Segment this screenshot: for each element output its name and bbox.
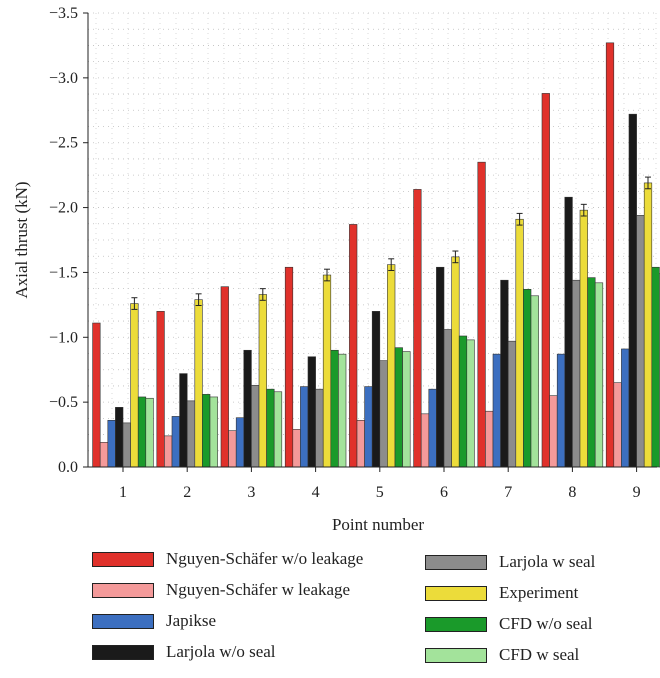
bar: [284, 266, 294, 468]
bar: [266, 388, 275, 468]
bar: [587, 277, 596, 468]
bar: [273, 391, 283, 468]
ticks: 0.0 −0.5 −1.0 −1.5 −2.0 −2.5 −3.0 −3.5 1 2 3 4 5 6 7 8 9: [49, 5, 641, 501]
bar: [307, 356, 316, 468]
bar: [220, 286, 229, 468]
bar: [466, 339, 475, 468]
bar: [186, 400, 196, 468]
bar: [451, 256, 460, 468]
bars: [92, 42, 660, 468]
y-tick-label: −2.5: [49, 135, 78, 152]
bar: [243, 349, 252, 468]
bar: [164, 435, 173, 468]
bar: [413, 189, 422, 468]
bar: [605, 42, 615, 468]
grid: [88, 12, 657, 467]
bar: [115, 407, 124, 468]
bar: [651, 266, 660, 468]
x-tick-label: 9: [633, 484, 641, 501]
bar: [92, 322, 101, 468]
x-tick-label: 7: [504, 484, 512, 501]
bar: [371, 311, 381, 468]
bar: [379, 360, 388, 468]
y-tick-label: −1.0: [49, 329, 78, 346]
bar: [628, 113, 637, 468]
bar: [492, 353, 501, 468]
bar: [387, 264, 396, 468]
bar: [156, 311, 165, 468]
bar: [137, 396, 147, 468]
bar: [209, 396, 218, 468]
bar: [99, 442, 109, 468]
bar: [549, 395, 558, 468]
bar: [523, 288, 532, 468]
bar: [394, 347, 403, 468]
bar: [507, 340, 517, 468]
bar: [428, 388, 437, 468]
bar: [145, 397, 154, 468]
y-tick-label: −3.0: [49, 70, 78, 87]
bar: [485, 410, 494, 468]
bar: [235, 417, 245, 468]
x-tick-label: 3: [247, 484, 255, 501]
bar: [594, 282, 604, 468]
bar: [564, 196, 573, 468]
bar: [130, 303, 139, 468]
y-tick-label: 0.0: [58, 459, 78, 476]
bar: [179, 373, 188, 468]
x-tick-label: 2: [183, 484, 191, 501]
bar: [292, 429, 301, 468]
bar: [338, 353, 347, 468]
bar: [458, 335, 468, 468]
bar: [541, 93, 550, 468]
x-tick-label: 5: [376, 484, 384, 501]
bar: [171, 416, 180, 468]
bar: [330, 349, 339, 468]
bar: [572, 279, 581, 468]
x-tick-label: 6: [440, 484, 448, 501]
bar: [579, 209, 588, 468]
bar: [228, 430, 237, 468]
bar: [477, 161, 486, 468]
y-tick-label: −0.5: [49, 394, 78, 411]
y-tick-label: −1.5: [49, 264, 78, 281]
bar: [300, 386, 309, 468]
bar: [621, 348, 630, 468]
bar: [443, 329, 452, 468]
bar: [500, 279, 509, 468]
bar: [258, 294, 267, 468]
axes: [87, 13, 657, 468]
bar: [251, 384, 260, 468]
x-axis-title: Point number: [332, 515, 424, 534]
bar: [643, 182, 653, 468]
bar: [107, 420, 116, 468]
x-tick-label: 8: [568, 484, 576, 501]
y-tick-label: −2.0: [49, 200, 78, 217]
x-tick-label: 1: [119, 484, 127, 501]
bar: [556, 353, 566, 468]
bar: [122, 422, 131, 468]
bar: [322, 274, 332, 468]
y-axis-title: Axial thrust (kN): [12, 181, 31, 298]
bar: [315, 388, 324, 468]
y-tick-label: −3.5: [49, 5, 78, 22]
bar: [194, 299, 203, 468]
bar: [402, 351, 411, 468]
bar: [364, 386, 373, 468]
bar: [349, 224, 358, 468]
bar: [356, 420, 365, 468]
x-tick-label: 4: [312, 484, 320, 501]
bar: [613, 382, 622, 468]
bar: [530, 295, 539, 468]
bar: [436, 266, 445, 468]
bar: [515, 218, 524, 468]
bar: [202, 394, 211, 468]
bar: [636, 215, 645, 468]
bar: [420, 413, 430, 468]
